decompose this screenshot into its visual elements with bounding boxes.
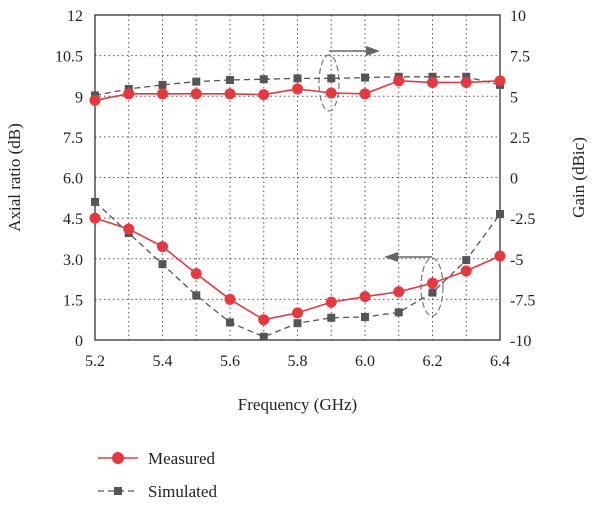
data-point-simulated (293, 319, 302, 328)
plot-frame (94, 14, 501, 341)
grid-lines (95, 15, 500, 340)
data-point-simulated (259, 75, 268, 84)
legend: Measured Simulated (98, 449, 217, 501)
data-point-simulated (226, 76, 234, 84)
data-point-measured (89, 212, 101, 224)
right-y-tick-label: -2.5 (510, 211, 535, 228)
data-point-simulated (293, 74, 302, 83)
legend-marker-simulated (114, 487, 122, 495)
left-y-tick-label: 10.5 (55, 49, 83, 66)
data-point-measured (494, 250, 506, 262)
legend-marker-measured (112, 452, 124, 464)
data-point-measured (427, 76, 438, 88)
data-point-simulated (158, 260, 167, 269)
data-point-simulated (226, 318, 234, 327)
x-tick-label: 5.4 (153, 353, 173, 370)
data-point-measured (325, 296, 337, 308)
data-point-measured (123, 223, 135, 235)
series-layer (89, 72, 506, 341)
right-y-tick-label: 5 (510, 89, 518, 106)
data-point-simulated (158, 80, 167, 89)
data-point-measured (157, 88, 168, 100)
tick-labels: 5.2 5.4 5.6 5.8 6.0 6.2 6.4 0 1.5 3.0 4.5 6.0 7.5 9 10… (55, 8, 535, 370)
data-point-simulated (259, 332, 268, 341)
left-y-tick-label: 1.5 (63, 292, 83, 309)
data-point-simulated (192, 291, 201, 300)
data-point-simulated (428, 288, 437, 297)
data-point-measured (427, 277, 438, 289)
data-point-measured (89, 94, 101, 106)
data-point-measured (258, 314, 270, 326)
data-point-simulated (192, 77, 201, 86)
data-point-measured (460, 76, 472, 88)
left-y-tick-label: 0 (75, 333, 83, 350)
right-axis-arrow-icon (366, 46, 380, 56)
right-y-tick-label: 10 (510, 8, 526, 25)
left-y-axis-title: Axial ratio (dB) (5, 123, 24, 232)
data-point-simulated (91, 197, 99, 206)
legend-item-simulated: Simulated (98, 482, 217, 501)
x-tick-label: 5.6 (220, 353, 240, 370)
legend-label-simulated: Simulated (148, 482, 217, 501)
left-y-tick-label: 3.0 (63, 252, 83, 269)
right-y-tick-label: -7.5 (510, 292, 535, 309)
left-y-tick-label: 7.5 (63, 130, 83, 147)
data-point-simulated (394, 308, 403, 317)
data-point-simulated (327, 74, 336, 83)
left-axis-arrow-icon (384, 252, 398, 262)
data-point-measured (224, 88, 236, 100)
data-point-measured (393, 286, 405, 298)
data-point-measured (494, 75, 506, 87)
x-tick-label: 6.0 (355, 353, 375, 370)
gain-curves-ellipse (318, 54, 340, 112)
data-point-measured (359, 88, 371, 100)
data-point-measured (224, 293, 236, 305)
data-point-simulated (361, 73, 369, 82)
right-y-tick-label: -5 (510, 252, 523, 269)
right-y-tick-label: -10 (510, 333, 531, 350)
data-point-measured (292, 307, 303, 319)
right-y-axis-title: Gain (dBic) (569, 137, 588, 218)
series-simulated-axial-ratio (91, 197, 504, 341)
legend-item-measured: Measured (98, 449, 216, 468)
data-point-measured (359, 291, 371, 303)
left-y-tick-label: 9 (75, 89, 83, 106)
right-y-tick-label: 0 (510, 171, 518, 188)
data-point-simulated (496, 210, 504, 219)
data-point-measured (123, 88, 135, 100)
data-point-measured (325, 87, 337, 99)
data-point-measured (190, 88, 202, 100)
data-point-simulated (462, 72, 471, 81)
x-tick-label: 5.2 (85, 353, 105, 370)
data-point-measured (393, 75, 405, 87)
data-point-measured (460, 265, 472, 277)
left-y-tick-label: 4.5 (63, 211, 83, 228)
data-point-measured (258, 89, 270, 101)
data-point-simulated (327, 313, 336, 322)
series-measured-axial-ratio (89, 212, 506, 326)
right-y-tick-label: 7.5 (510, 49, 530, 66)
data-point-simulated (428, 72, 437, 81)
left-y-tick-label: 6.0 (63, 171, 83, 188)
data-point-simulated (462, 256, 471, 265)
x-axis-title: Frequency (GHz) (238, 395, 357, 414)
left-y-tick-label: 12 (67, 8, 83, 25)
x-tick-label: 5.8 (288, 353, 308, 370)
series-measured-gain (89, 75, 506, 106)
data-point-measured (292, 83, 303, 95)
axial-ratio-curves-ellipse (420, 257, 444, 317)
data-point-simulated (361, 312, 369, 321)
data-point-measured (190, 268, 202, 280)
x-tick-label: 6.2 (423, 353, 443, 370)
axis-indicator-annotations (318, 46, 444, 317)
legend-label-measured: Measured (148, 449, 216, 468)
data-point-measured (157, 241, 168, 253)
x-tick-label: 6.4 (490, 353, 510, 370)
right-y-tick-label: 2.5 (510, 130, 530, 147)
